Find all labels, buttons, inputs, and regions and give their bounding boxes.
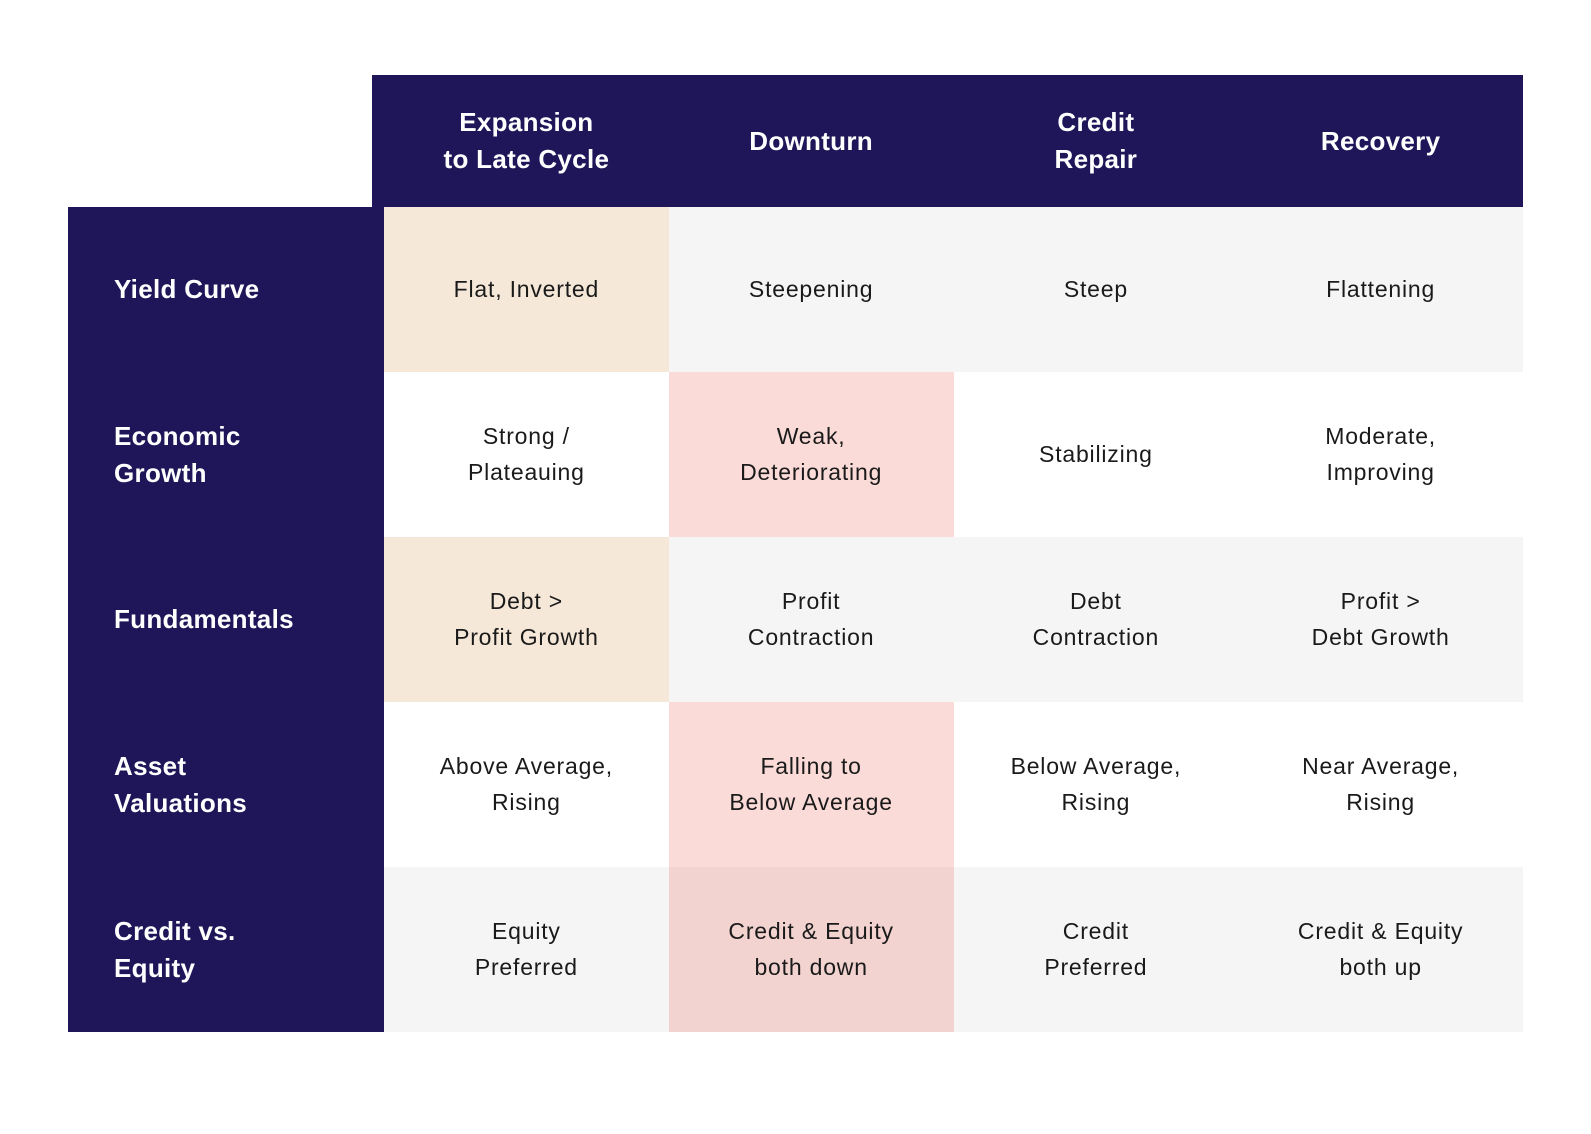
cell-fundamentals-expansion: Debt > Profit Growth [384,537,669,702]
cell-credit-vs-equity-recovery: Credit & Equity both up [1238,867,1523,1032]
cell-credit-vs-equity-credit-repair: Credit Preferred [953,867,1239,1032]
cell-economic-growth-credit-repair: Stabilizing [953,372,1239,537]
row-header-asset-valuations: Asset Valuations [114,750,248,818]
cell-yield-curve-credit-repair: Steep [953,207,1239,372]
row-header-column: Yield Curve Economic Growth Fundamentals… [68,207,384,1032]
cell-fundamentals-credit-repair: Debt Contraction [953,537,1239,702]
cell-asset-valuations-expansion: Above Average, Rising [384,702,669,867]
column-header-recovery: Recovery [1320,125,1441,156]
table-body: Flat, Inverted Steepening Steep Flatteni… [384,207,1523,1032]
cell-economic-growth-expansion: Strong / Plateauing [384,372,669,537]
row-header-fundamentals: Fundamentals [114,604,294,635]
row-header-economic-growth: Economic Growth [114,420,241,488]
cell-credit-vs-equity-downturn: Credit & Equity both down [668,867,954,1032]
row-header-credit-vs-equity: Credit vs. Equity [114,915,236,983]
cell-economic-growth-downturn: Weak, Deteriorating [668,372,954,537]
column-header-expansion-to-late-cycle: Expansion to Late Cycle [443,107,610,174]
cell-credit-vs-equity-expansion: Equity Preferred [384,867,669,1032]
cell-fundamentals-downturn: Profit Contraction [668,537,954,702]
column-header-downturn: Downturn [749,125,873,156]
row-header-yield-curve: Yield Curve [114,274,260,305]
cell-asset-valuations-recovery: Near Average, Rising [1238,702,1523,867]
cell-economic-growth-recovery: Moderate, Improving [1238,372,1523,537]
column-header-credit-repair: Credit Repair [1054,107,1138,174]
cell-yield-curve-recovery: Flattening [1238,207,1523,372]
cell-asset-valuations-downturn: Falling to Below Average [668,702,954,867]
cell-asset-valuations-credit-repair: Below Average, Rising [953,702,1239,867]
cell-yield-curve-downturn: Steepening [668,207,954,372]
cell-fundamentals-recovery: Profit > Debt Growth [1238,537,1523,702]
column-header-band: Expansion to Late Cycle Downturn Credit … [372,75,1523,207]
cell-yield-curve-expansion: Flat, Inverted [384,207,669,372]
